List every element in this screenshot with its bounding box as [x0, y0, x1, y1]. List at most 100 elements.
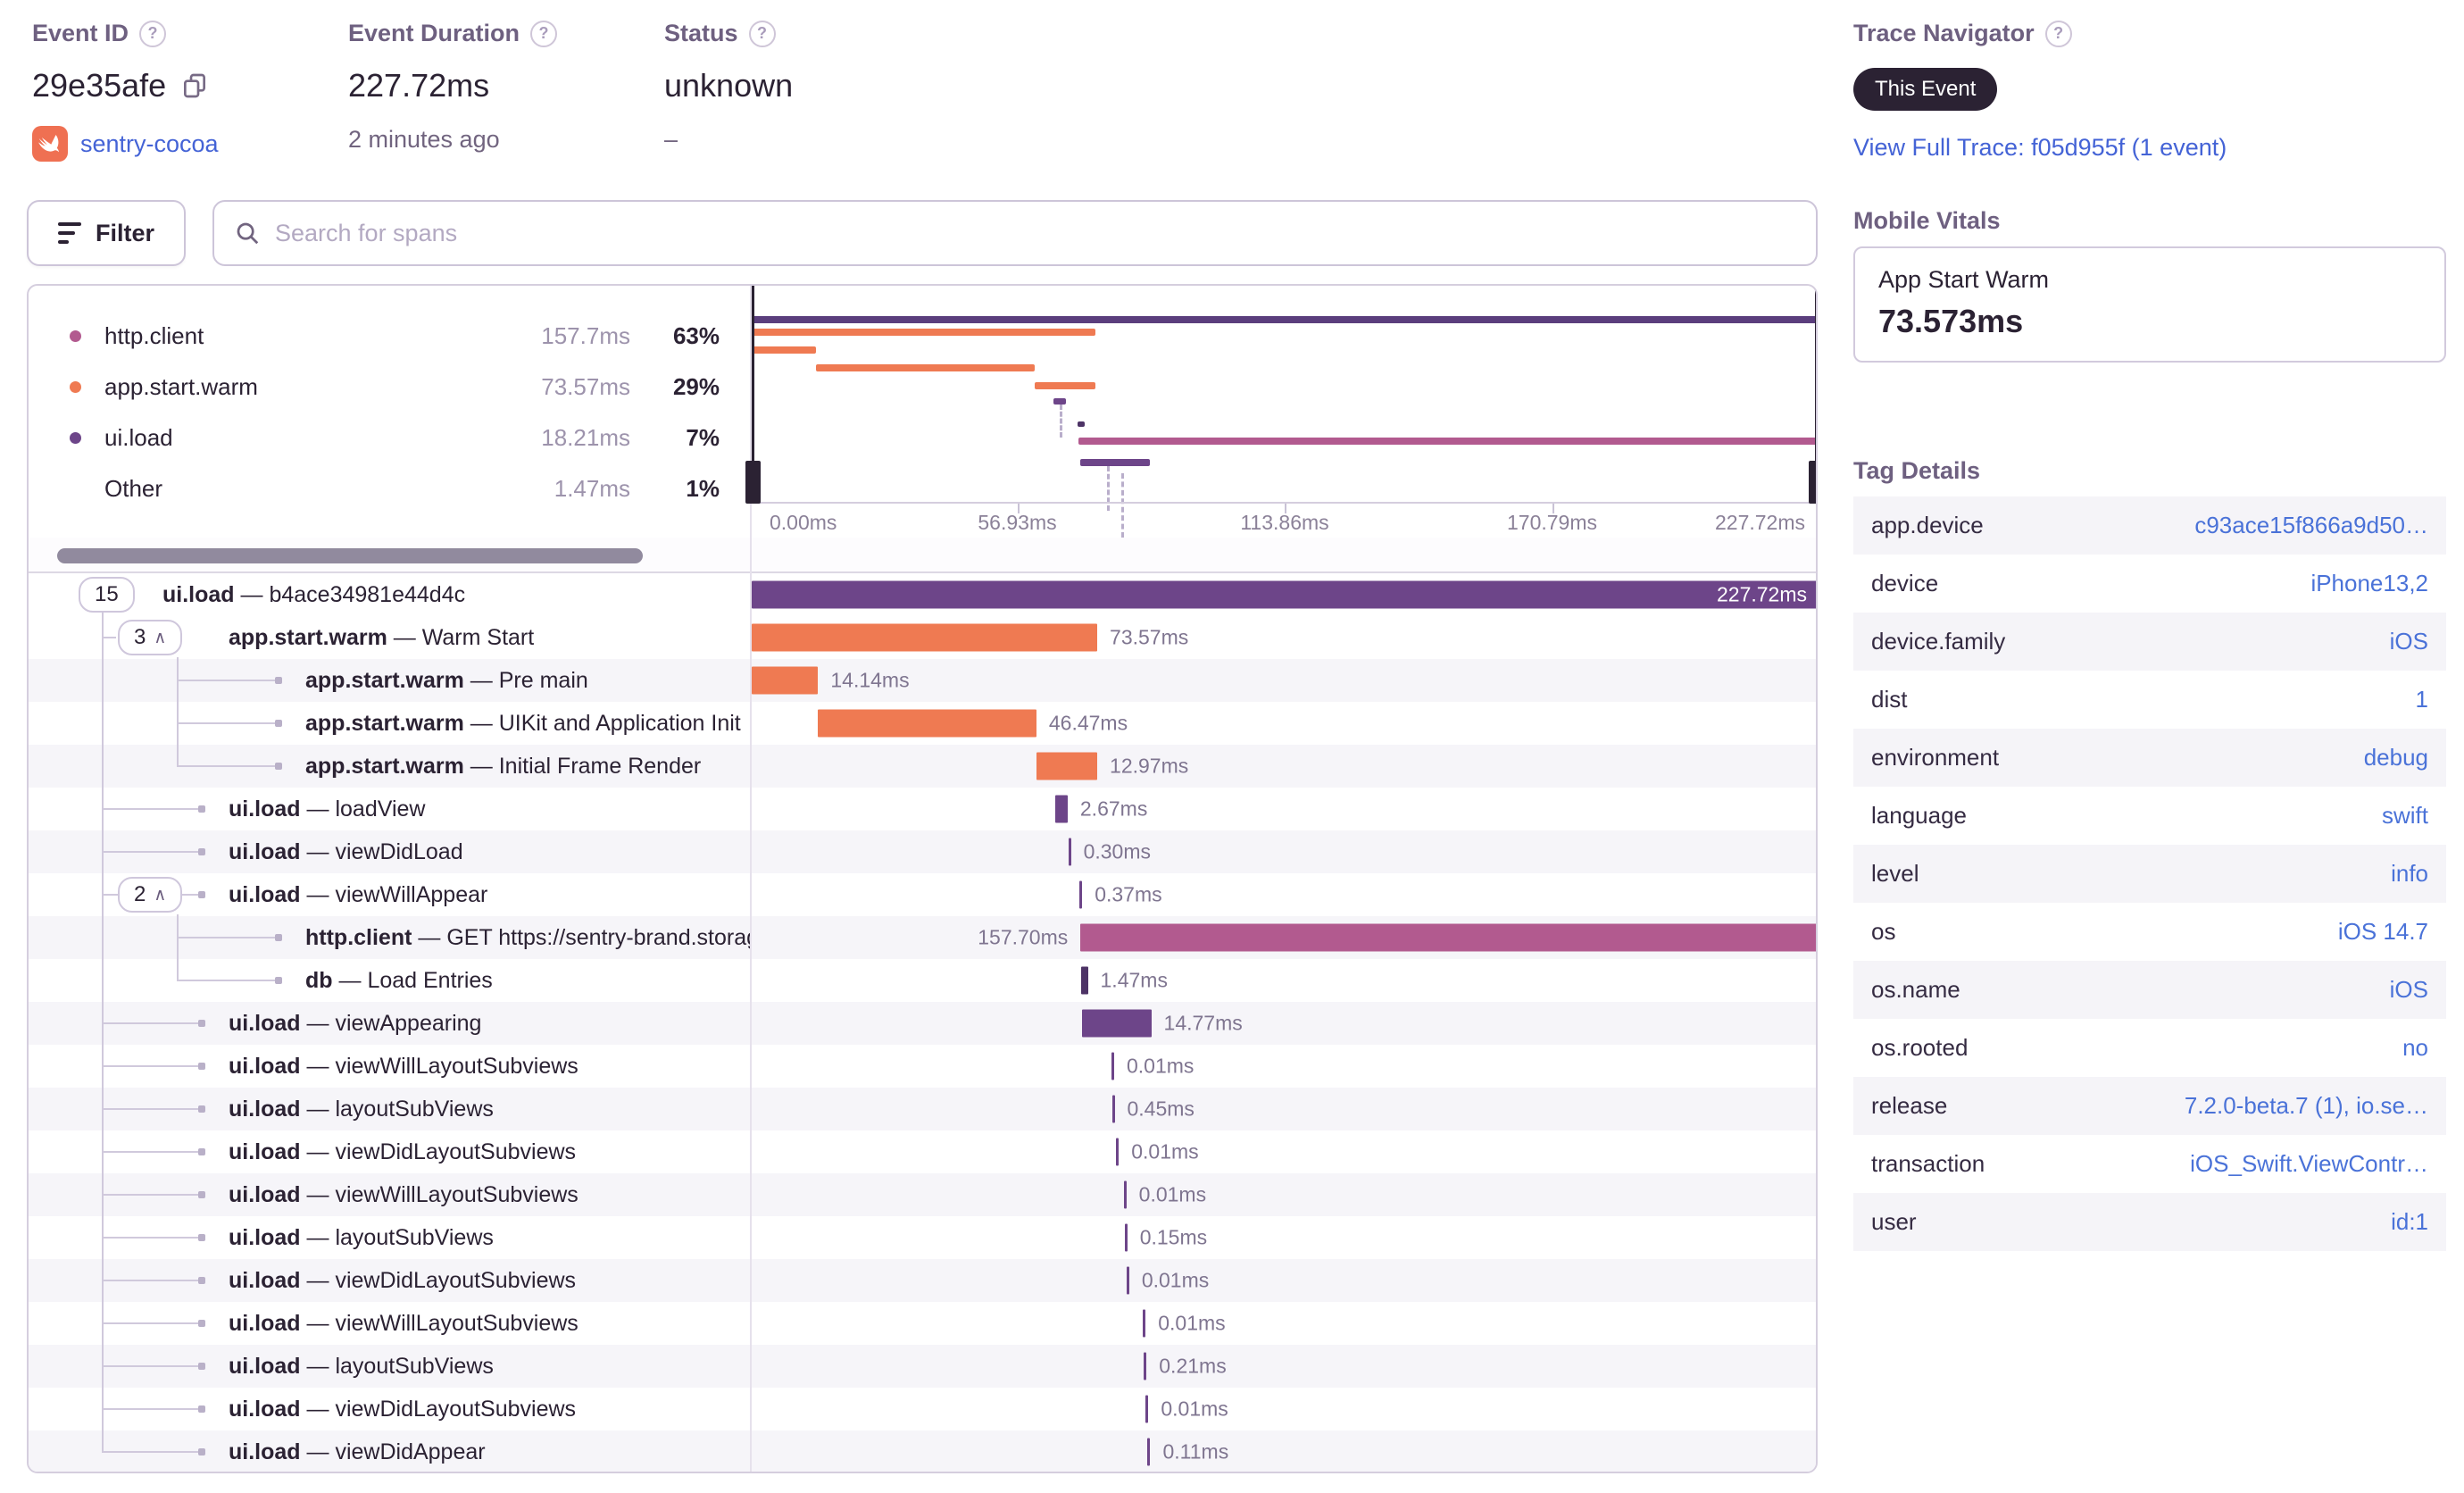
span-row-bar-cell[interactable]: 227.72ms [752, 573, 1816, 616]
span-bar[interactable] [1144, 1352, 1147, 1380]
span-row[interactable]: ui.load — viewDidLoad 0.30ms [29, 830, 1816, 873]
span-bar[interactable] [1080, 923, 1816, 952]
span-bar[interactable] [752, 580, 1816, 609]
span-row-bar-cell[interactable]: 14.14ms [752, 659, 1816, 702]
help-icon[interactable]: ? [2044, 20, 2072, 47]
span-bar[interactable] [1081, 1009, 1152, 1038]
span-bar[interactable] [1123, 1180, 1127, 1209]
span-row[interactable]: ui.load — viewDidLayoutSubviews 0.01ms [29, 1388, 1816, 1430]
span-row[interactable]: ui.load — viewAppearing 14.77ms [29, 1002, 1816, 1045]
span-bar[interactable] [1068, 838, 1071, 866]
column-divider[interactable] [750, 286, 752, 1472]
span-row-name-cell[interactable]: ui.load — loadView [29, 788, 750, 830]
tag-value-link[interactable]: iOS [2389, 976, 2428, 1003]
copy-icon[interactable] [180, 71, 209, 100]
span-row[interactable]: ui.load — viewDidLayoutSubviews 0.01ms [29, 1130, 1816, 1173]
span-row-name-cell[interactable]: ui.load — layoutSubViews [29, 1216, 750, 1259]
span-row[interactable]: app.start.warm — Initial Frame Render 12.… [29, 745, 1816, 788]
span-count-badge[interactable]: 3 ∧ [118, 620, 183, 655]
span-row-bar-cell[interactable]: 12.97ms [752, 745, 1816, 788]
span-bar[interactable] [1116, 1138, 1120, 1166]
span-row-bar-cell[interactable]: 0.01ms [752, 1173, 1816, 1216]
project-link[interactable]: sentry-cocoa [80, 129, 219, 157]
span-row[interactable]: app.start.warm — UIKit and Application I… [29, 702, 1816, 745]
span-row-bar-cell[interactable]: 14.77ms [752, 1002, 1816, 1045]
span-row-name-cell[interactable]: app.start.warm — Initial Frame Render [29, 745, 750, 788]
tag-value-link[interactable]: id:1 [2391, 1208, 2428, 1235]
tag-value-link[interactable]: iOS [2389, 628, 2428, 655]
span-row-name-cell[interactable]: ui.load — viewWillLayoutSubviews [29, 1173, 750, 1216]
span-row-name-cell[interactable]: 15 ui.load — b4ace34981e44d4c [29, 573, 750, 616]
span-row-bar-cell[interactable]: 0.21ms [752, 1345, 1816, 1388]
span-row[interactable]: db — Load Entries 1.47ms [29, 959, 1816, 1002]
span-row-name-cell[interactable]: 3 ∧ app.start.warm — Warm Start [29, 616, 750, 659]
scrollbar-thumb[interactable] [57, 548, 643, 563]
span-row-bar-cell[interactable]: 0.45ms [752, 1088, 1816, 1130]
tag-value-link[interactable]: info [2391, 860, 2428, 887]
help-icon[interactable]: ? [530, 20, 558, 47]
span-row-bar-cell[interactable]: 0.01ms [752, 1259, 1816, 1302]
span-bar[interactable] [752, 623, 1098, 652]
span-row-bar-cell[interactable]: 0.30ms [752, 830, 1816, 873]
span-row-name-cell[interactable]: ui.load — viewWillLayoutSubviews [29, 1045, 750, 1088]
span-row-name-cell[interactable]: ui.load — viewDidLayoutSubviews [29, 1388, 750, 1430]
span-count-badge[interactable]: 15 [79, 577, 135, 613]
help-icon[interactable]: ? [748, 20, 776, 47]
tag-value-link[interactable]: no [2402, 1034, 2428, 1061]
span-bar[interactable] [1124, 1223, 1128, 1252]
this-event-badge[interactable]: This Event [1853, 68, 1998, 111]
span-row-name-cell[interactable]: http.client — GET https://sentry-brand.s… [29, 916, 750, 959]
span-row[interactable]: 3 ∧ app.start.warm — Warm Start 73.57ms [29, 616, 1816, 659]
span-row[interactable]: ui.load — loadView 2.67ms [29, 788, 1816, 830]
span-row[interactable]: 15 ui.load — b4ace34981e44d4c 227.72ms [29, 573, 1816, 616]
span-bar[interactable] [1126, 1266, 1129, 1295]
span-row-name-cell[interactable]: ui.load — viewAppearing [29, 1002, 750, 1045]
span-row-name-cell[interactable]: app.start.warm — Pre main [29, 659, 750, 702]
span-row[interactable]: ui.load — layoutSubViews 0.45ms [29, 1088, 1816, 1130]
span-row[interactable]: 2 ∧ ui.load — viewWillAppear 0.37ms [29, 873, 1816, 916]
span-row-bar-cell[interactable]: 157.70ms [752, 916, 1816, 959]
tag-value-link[interactable]: 1 [2415, 686, 2428, 713]
span-row[interactable]: ui.load — layoutSubViews 0.21ms [29, 1345, 1816, 1388]
span-row[interactable]: ui.load — viewWillLayoutSubviews 0.01ms [29, 1302, 1816, 1345]
minimap-left-handle[interactable] [745, 461, 761, 504]
search-input[interactable] [275, 219, 1796, 247]
span-row-bar-cell[interactable]: 0.11ms [752, 1430, 1816, 1472]
span-row[interactable]: ui.load — layoutSubViews 0.15ms [29, 1216, 1816, 1259]
span-row[interactable]: ui.load — viewDidLayoutSubviews 0.01ms [29, 1259, 1816, 1302]
span-count-badge[interactable]: 2 ∧ [118, 877, 183, 913]
tag-value-link[interactable]: debug [2363, 744, 2428, 771]
span-row-name-cell[interactable]: ui.load — viewDidLayoutSubviews [29, 1130, 750, 1173]
span-row-bar-cell[interactable]: 0.01ms [752, 1388, 1816, 1430]
span-row-bar-cell[interactable]: 0.37ms [752, 873, 1816, 916]
tag-value-link[interactable]: 7.2.0-beta.7 (1), io.se… [2184, 1092, 2428, 1119]
span-row-name-cell[interactable]: ui.load — layoutSubViews [29, 1088, 750, 1130]
tag-value-link[interactable]: iOS 14.7 [2337, 918, 2428, 945]
span-bar[interactable] [1054, 795, 1068, 823]
span-row[interactable]: ui.load — viewWillLayoutSubviews 0.01ms [29, 1173, 1816, 1216]
minimap-right-handle[interactable] [1809, 461, 1816, 504]
span-bar[interactable] [1143, 1309, 1146, 1338]
span-row-name-cell[interactable]: app.start.warm — UIKit and Application I… [29, 702, 750, 745]
span-bar[interactable] [1111, 1052, 1114, 1080]
span-row-bar-cell[interactable]: 1.47ms [752, 959, 1816, 1002]
span-row-name-cell[interactable]: ui.load — viewWillLayoutSubviews [29, 1302, 750, 1345]
span-row-bar-cell[interactable]: 2.67ms [752, 788, 1816, 830]
span-bar[interactable] [1147, 1438, 1151, 1466]
span-bar[interactable] [752, 666, 819, 695]
minimap-left-edge[interactable] [750, 286, 754, 502]
tag-value-link[interactable]: iPhone13,2 [2310, 570, 2428, 596]
span-row-bar-cell[interactable]: 0.01ms [752, 1302, 1816, 1345]
span-row[interactable]: ui.load — viewWillLayoutSubviews 0.01ms [29, 1045, 1816, 1088]
span-row[interactable]: ui.load — viewDidAppear 0.11ms [29, 1430, 1816, 1472]
minimap-right-edge[interactable] [1815, 286, 1816, 502]
span-bar[interactable] [1080, 966, 1088, 995]
span-row-name-cell[interactable]: db — Load Entries [29, 959, 750, 1002]
span-row-name-cell[interactable]: ui.load — viewDidAppear [29, 1430, 750, 1472]
span-bar[interactable] [1145, 1395, 1149, 1423]
span-row-name-cell[interactable]: ui.load — viewDidLoad [29, 830, 750, 873]
span-row-name-cell[interactable]: 2 ∧ ui.load — viewWillAppear [29, 873, 750, 916]
span-row-bar-cell[interactable]: 46.47ms [752, 702, 1816, 745]
span-row[interactable]: app.start.warm — Pre main 14.14ms [29, 659, 1816, 702]
span-bar[interactable] [818, 709, 1036, 738]
